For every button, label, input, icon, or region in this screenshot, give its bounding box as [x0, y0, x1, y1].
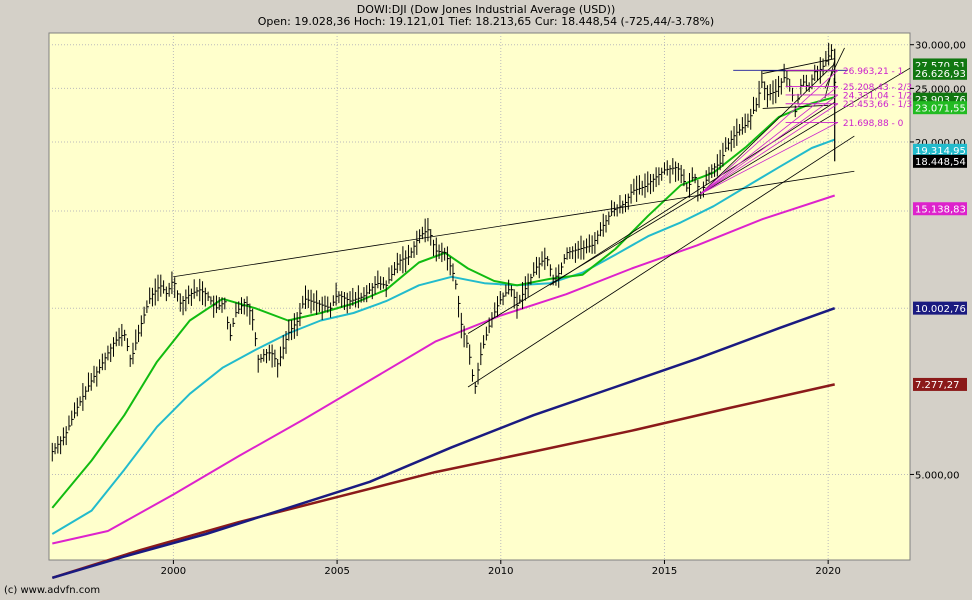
fib-level-label: 23.453,66 - 1/3 — [843, 100, 912, 110]
price-label: 19.314,95 — [915, 146, 966, 157]
ma-navy-line — [51, 307, 836, 579]
y-axis: 30.000,00 25.000,00 20.000,00 5.000,00 — [910, 41, 966, 481]
plot-area — [48, 32, 911, 561]
fib-fan-line — [700, 70, 839, 195]
trendline — [467, 135, 855, 388]
price-label: 18.448,54 — [915, 157, 966, 168]
fib-level-label: 24.331,04 - 1/2 — [843, 91, 912, 101]
y-tick-label: 30.000,00 — [915, 41, 966, 52]
ohlc-readout: Open: 19.028,36 Hoch: 19.121,01 Tief: 18… — [257, 15, 715, 28]
x-tick-label: 2010 — [488, 566, 513, 577]
trendline — [467, 67, 911, 334]
trendline — [824, 60, 836, 99]
y-tick-label: 5.000,00 — [915, 470, 960, 481]
fib-fan-line — [700, 122, 839, 195]
price-label-box — [913, 101, 967, 115]
price-label: 15.138,83 — [915, 205, 966, 216]
x-axis: 2000 2005 2010 2015 2020 — [161, 560, 841, 577]
trendline — [762, 58, 835, 74]
fib-level-label: 21.698,88 - 0 — [843, 119, 904, 129]
price-label: 10.002,76 — [915, 304, 966, 315]
fib-level-label: 26.963,21 - 1 — [843, 67, 904, 77]
chart-title: DOWI:DJI (Dow Jones Industrial Average (… — [356, 3, 616, 16]
ma-maroon-line — [51, 383, 835, 579]
moving-averages — [51, 96, 836, 579]
price-label-box — [913, 143, 967, 157]
x-tick-label: 2000 — [161, 566, 186, 577]
trendline — [762, 104, 829, 109]
fib-level-label: 25.208,43 - 2/3 — [843, 83, 912, 93]
price-label-box — [913, 154, 967, 168]
price-label: 27.570,51 — [915, 61, 966, 72]
x-tick-label: 2020 — [815, 566, 840, 577]
price-label: 23.903,76 — [915, 95, 966, 106]
fibonacci-levels: 26.963,21 - 1 25.208,43 - 2/324.331,04 - … — [700, 67, 912, 195]
price-label: 7.277,27 — [915, 380, 960, 391]
y-tick-label: 25.000,00 — [915, 84, 966, 95]
price-label-box — [913, 301, 967, 315]
trendline — [824, 47, 845, 89]
ma-green-line — [51, 96, 835, 509]
x-tick-label: 2015 — [652, 566, 677, 577]
price-label: 26.626,93 — [915, 69, 966, 80]
x-tick-label: 2005 — [324, 566, 349, 577]
y-tick-label: 20.000,00 — [915, 138, 966, 149]
price-label-box — [913, 377, 967, 391]
price-label-box — [913, 66, 967, 80]
price-series — [51, 42, 837, 462]
price-label: 23.071,55 — [915, 103, 966, 114]
ma-cyan-line — [51, 138, 836, 535]
trendline — [173, 170, 855, 278]
ma-magenta-line — [52, 194, 836, 545]
fib-fan-line — [700, 103, 839, 195]
site-credit: (c) www.advfn.com — [4, 585, 101, 596]
fib-fan-line — [700, 94, 839, 195]
fib-fan-line — [700, 86, 839, 195]
price-label-box — [913, 202, 967, 216]
trendline — [700, 63, 835, 195]
trendline — [549, 101, 835, 286]
